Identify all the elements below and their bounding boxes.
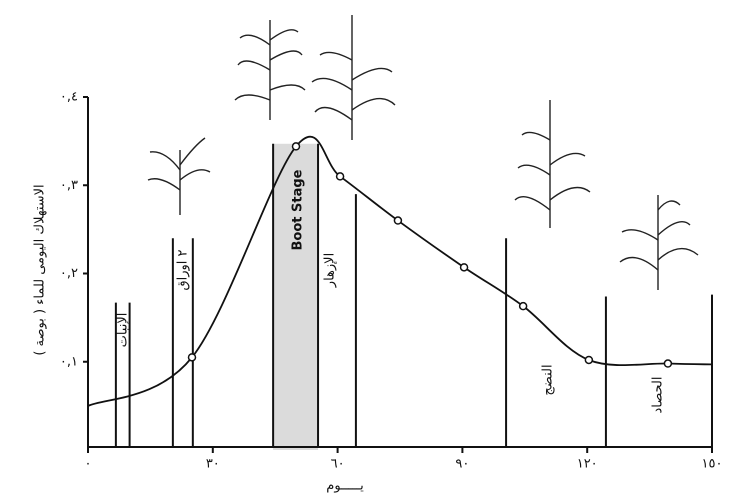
plant-icon <box>147 15 699 290</box>
point <box>291 142 301 151</box>
stage-label: الحصاد <box>651 377 666 414</box>
stage-label: الإنبات <box>116 313 131 348</box>
point <box>459 263 469 272</box>
boot-stage-band <box>273 143 319 450</box>
y-tick-label: ٠,٢ <box>60 266 78 281</box>
x-tick-label: ٩٠ <box>455 457 469 472</box>
stage-label: ٢ اوراق <box>176 249 191 290</box>
point <box>518 301 528 311</box>
stage-label: النضج <box>541 364 556 395</box>
point <box>335 172 345 181</box>
x-axis-label: يـــــوم <box>326 479 364 494</box>
x-tick-label: ٣٠ <box>206 457 220 472</box>
x-tick-label: ١٢٠ <box>577 457 598 472</box>
stage-label: الإزهار <box>323 253 338 288</box>
x-tick-label: ١٥٠ <box>702 457 723 472</box>
stage-label: Boot Stage <box>291 169 306 250</box>
point <box>663 359 673 368</box>
x-tick-label: ٠ <box>85 457 92 472</box>
point <box>187 353 197 362</box>
y-axis-label: الاستهلاك اليومى للماء ( بوصة ) <box>33 184 48 355</box>
x-tick-label: ٦٠ <box>331 457 345 472</box>
point <box>393 216 403 225</box>
y-tick-label: ٠,٣ <box>60 178 78 193</box>
y-tick-label: ٠,٤ <box>60 90 78 105</box>
point <box>584 355 594 365</box>
y-tick-label: ٠,١ <box>60 354 78 369</box>
